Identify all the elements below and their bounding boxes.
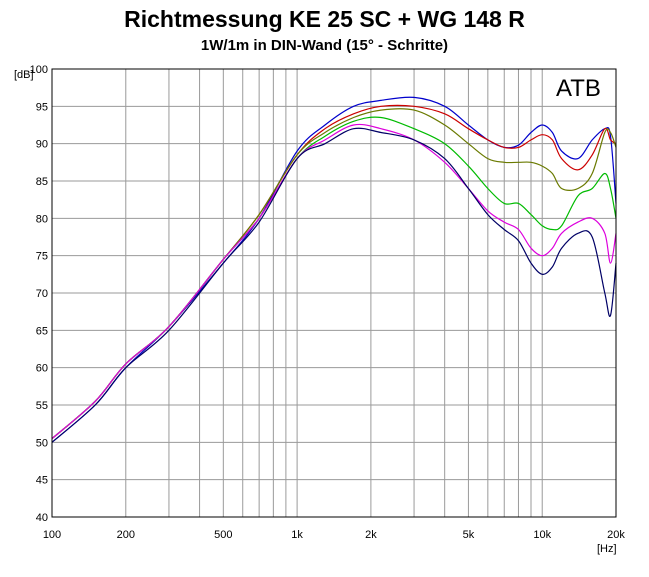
y-tick-label: 90 <box>36 139 48 151</box>
y-tick-label: 45 <box>36 475 48 487</box>
chart-subtitle: 1W/1m in DIN-Wand (15° - Schritte) <box>200 37 449 54</box>
y-tick-label: 95 <box>36 101 48 113</box>
y-tick-label: 100 <box>30 64 48 76</box>
x-tick-label: 5k <box>463 529 475 541</box>
x-tick-label: 10k <box>533 529 551 541</box>
y-tick-label: 40 <box>36 512 48 524</box>
chart-title: Richtmessung KE 25 SC + WG 148 R <box>124 6 525 32</box>
plot-frame <box>51 68 617 518</box>
y-unit-label: [dB] <box>14 69 34 81</box>
x-tick-label: 1k <box>291 529 303 541</box>
y-tick-label: 75 <box>36 251 48 263</box>
x-tick-label: 20k <box>607 529 625 541</box>
x-tick-label: 200 <box>117 529 135 541</box>
series-group <box>51 96 617 443</box>
x-tick-label: 2k <box>365 529 377 541</box>
series-line-6 <box>51 127 617 443</box>
y-tick-label: 85 <box>36 176 48 188</box>
y-tick-label: 60 <box>36 363 48 375</box>
grid <box>52 69 616 517</box>
x-tick-label: 100 <box>43 529 61 541</box>
x-unit-label: [Hz] <box>597 543 617 555</box>
y-tick-label: 70 <box>36 288 48 300</box>
y-tick-label: 50 <box>36 437 48 449</box>
tick-labels: 40 45 50 55 60 65 70 75 80 85 90 95 100 100 200 500 1k 2k… <box>30 64 626 541</box>
x-tick-label: 500 <box>214 529 232 541</box>
y-tick-label: 65 <box>36 325 48 337</box>
y-tick-label: 80 <box>36 213 48 225</box>
y-tick-label: 55 <box>36 400 48 412</box>
brand-label: ATB <box>556 75 601 102</box>
